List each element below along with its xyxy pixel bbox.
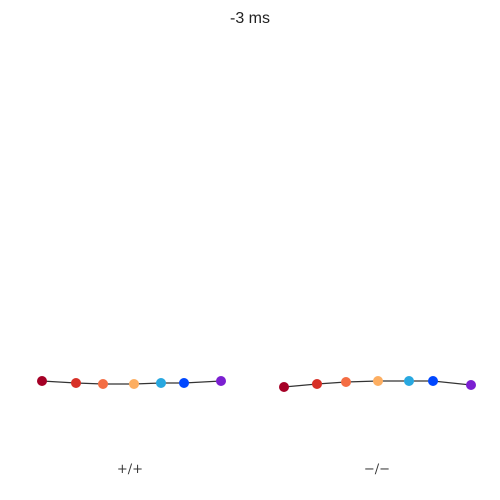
marker-6 [179,378,189,388]
marker-4 [129,379,139,389]
marker-2 [312,379,322,389]
marker-5 [156,378,166,388]
marker-1 [37,376,47,386]
chain-knockout [279,376,476,392]
marker-5 [404,376,414,386]
marker-2 [71,378,81,388]
genotype-label-wild-type: +/+ [116,462,144,477]
marker-7 [466,380,476,390]
genotype-label-knockout: −/− [363,462,391,477]
marker-4 [373,376,383,386]
marker-1 [279,382,289,392]
marker-6 [428,376,438,386]
chain-wild-type [37,376,226,389]
time-label: -3 ms [230,10,270,27]
marker-3 [341,377,351,387]
marker-3 [98,379,108,389]
marker-7 [216,376,226,386]
